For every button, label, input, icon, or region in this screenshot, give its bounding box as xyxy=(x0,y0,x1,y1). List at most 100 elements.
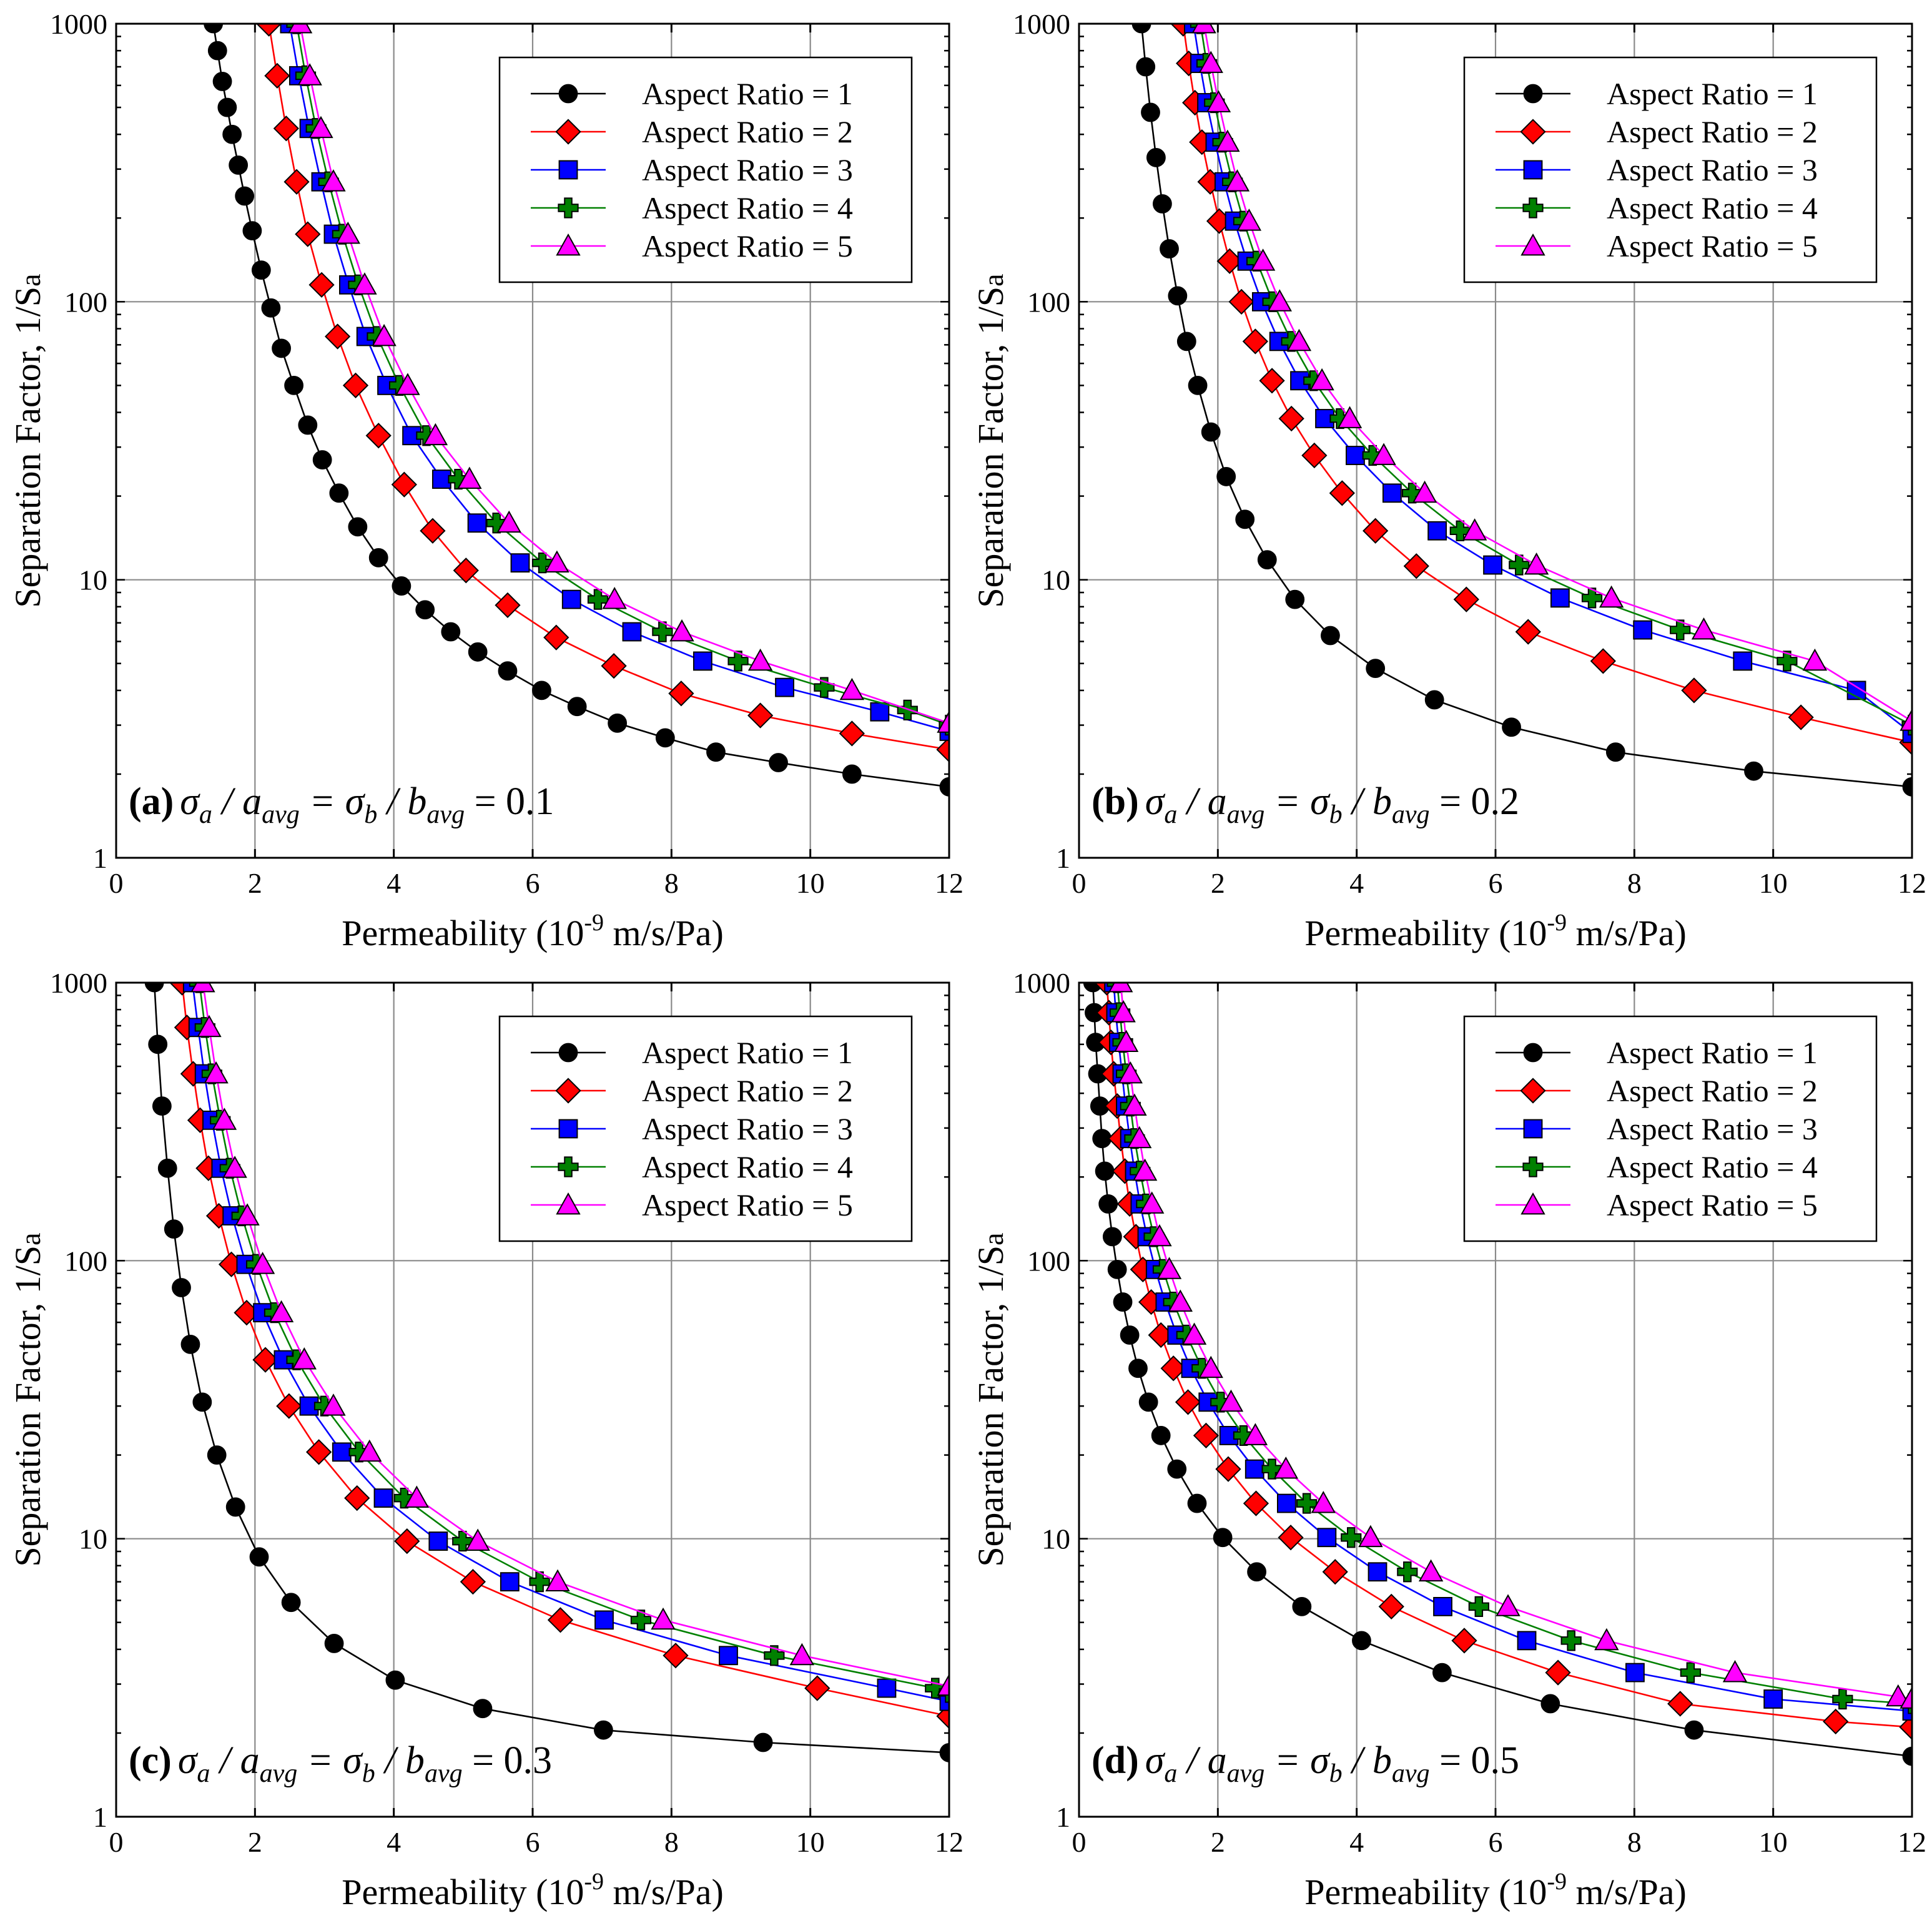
data-point xyxy=(1276,1493,1296,1513)
data-point xyxy=(373,1488,393,1508)
data-point xyxy=(1902,1746,1912,1766)
data-point xyxy=(1321,626,1340,646)
x-tick-label: 8 xyxy=(1627,1826,1642,1858)
data-point xyxy=(1667,1691,1693,1717)
data-point xyxy=(1278,1525,1304,1551)
data-point xyxy=(352,272,377,295)
data-point xyxy=(365,423,392,449)
data-point xyxy=(1228,288,1254,315)
legend-marker xyxy=(1520,119,1546,145)
legend-label: Aspect Ratio = 4 xyxy=(1607,190,1818,225)
data-point xyxy=(764,1645,785,1666)
series-group xyxy=(1131,24,1912,797)
data-point xyxy=(587,589,609,610)
legend-label: Aspect Ratio = 3 xyxy=(1607,1111,1818,1146)
data-point xyxy=(1886,1684,1911,1707)
data-point xyxy=(1550,588,1570,608)
data-point xyxy=(1680,1662,1701,1683)
data-point xyxy=(1198,51,1223,73)
data-point xyxy=(1378,1593,1404,1619)
data-point xyxy=(1823,1708,1849,1735)
data-point xyxy=(251,260,271,280)
data-point xyxy=(1215,129,1240,152)
data-point xyxy=(1691,617,1717,640)
series-group xyxy=(144,983,949,1762)
data-point xyxy=(204,1061,229,1084)
data-point xyxy=(1242,328,1268,355)
data-point xyxy=(1366,659,1386,679)
data-point xyxy=(1156,1257,1182,1279)
data-point xyxy=(839,677,865,700)
data-point xyxy=(1191,24,1216,34)
data-point xyxy=(1900,709,1912,731)
x-tick-label: 2 xyxy=(1211,867,1225,899)
y-tick-label: 100 xyxy=(1027,286,1070,318)
y-tick-label: 100 xyxy=(64,286,107,318)
legend-marker xyxy=(556,1192,581,1215)
legend-marker xyxy=(558,160,578,180)
data-point xyxy=(1433,1596,1452,1616)
data-point xyxy=(148,1034,168,1054)
x-axis-label: Permeability (10-9 m/s/Pa) xyxy=(342,1869,724,1912)
series-group xyxy=(1083,983,1912,1766)
data-point xyxy=(1605,742,1625,762)
data-point xyxy=(1451,1628,1477,1654)
data-point xyxy=(622,622,642,642)
data-point xyxy=(1483,555,1502,575)
data-point xyxy=(190,983,215,993)
legend-marker xyxy=(1520,1078,1546,1104)
data-point xyxy=(1524,552,1549,575)
data-point xyxy=(1317,1528,1337,1548)
data-point xyxy=(1128,1358,1148,1378)
data-point xyxy=(747,702,774,729)
data-point xyxy=(253,1303,272,1323)
data-point xyxy=(321,1393,346,1416)
data-point xyxy=(1210,1392,1231,1413)
data-point xyxy=(814,677,835,698)
data-point xyxy=(342,372,369,399)
data-point xyxy=(486,513,507,534)
y-tick-label: 1000 xyxy=(1013,8,1070,40)
data-point xyxy=(1168,1289,1193,1312)
x-tick-label: 6 xyxy=(526,867,540,899)
data-point xyxy=(255,24,282,37)
data-point xyxy=(1296,1493,1318,1514)
data-point xyxy=(877,1678,897,1698)
x-tick-label: 4 xyxy=(1349,1826,1364,1858)
data-point xyxy=(545,550,569,573)
data-point xyxy=(1403,553,1429,579)
data-point xyxy=(594,1610,614,1630)
legend-label: Aspect Ratio = 1 xyxy=(1607,76,1818,111)
x-tick-label: 10 xyxy=(1759,1826,1788,1858)
data-point xyxy=(547,1607,574,1633)
data-point xyxy=(1449,520,1471,541)
data-point xyxy=(1545,1659,1571,1686)
data-point xyxy=(1285,589,1305,609)
data-point xyxy=(297,63,322,86)
data-point xyxy=(1201,422,1221,442)
chart-panel-1: 0 2 4 6 8 10 12 1 10 100 1000 Permeability (10-9 m/… xyxy=(7,8,964,953)
data-point xyxy=(453,558,479,584)
panel-annotation: (d) σa / aavg = σb / bavg = 0.5 xyxy=(1092,1739,1519,1788)
data-point xyxy=(545,1569,570,1592)
data-point xyxy=(692,651,712,671)
data-point xyxy=(1418,1559,1444,1582)
data-point xyxy=(272,338,291,358)
legend-label: Aspect Ratio = 5 xyxy=(642,228,853,263)
data-point xyxy=(1098,1194,1118,1214)
data-point xyxy=(1193,1422,1220,1449)
legend-label: Aspect Ratio = 5 xyxy=(642,1187,853,1222)
data-point xyxy=(1496,1594,1520,1616)
data-point xyxy=(428,1531,448,1551)
data-point xyxy=(1188,375,1208,395)
data-point xyxy=(1273,1457,1298,1479)
x-tick-label: 8 xyxy=(664,867,679,899)
data-point xyxy=(936,737,949,763)
data-point xyxy=(1462,518,1487,541)
data-point xyxy=(235,186,255,206)
data-point xyxy=(1108,983,1133,993)
data-point xyxy=(510,553,530,573)
data-point xyxy=(348,517,368,537)
data-point xyxy=(1122,1093,1147,1116)
